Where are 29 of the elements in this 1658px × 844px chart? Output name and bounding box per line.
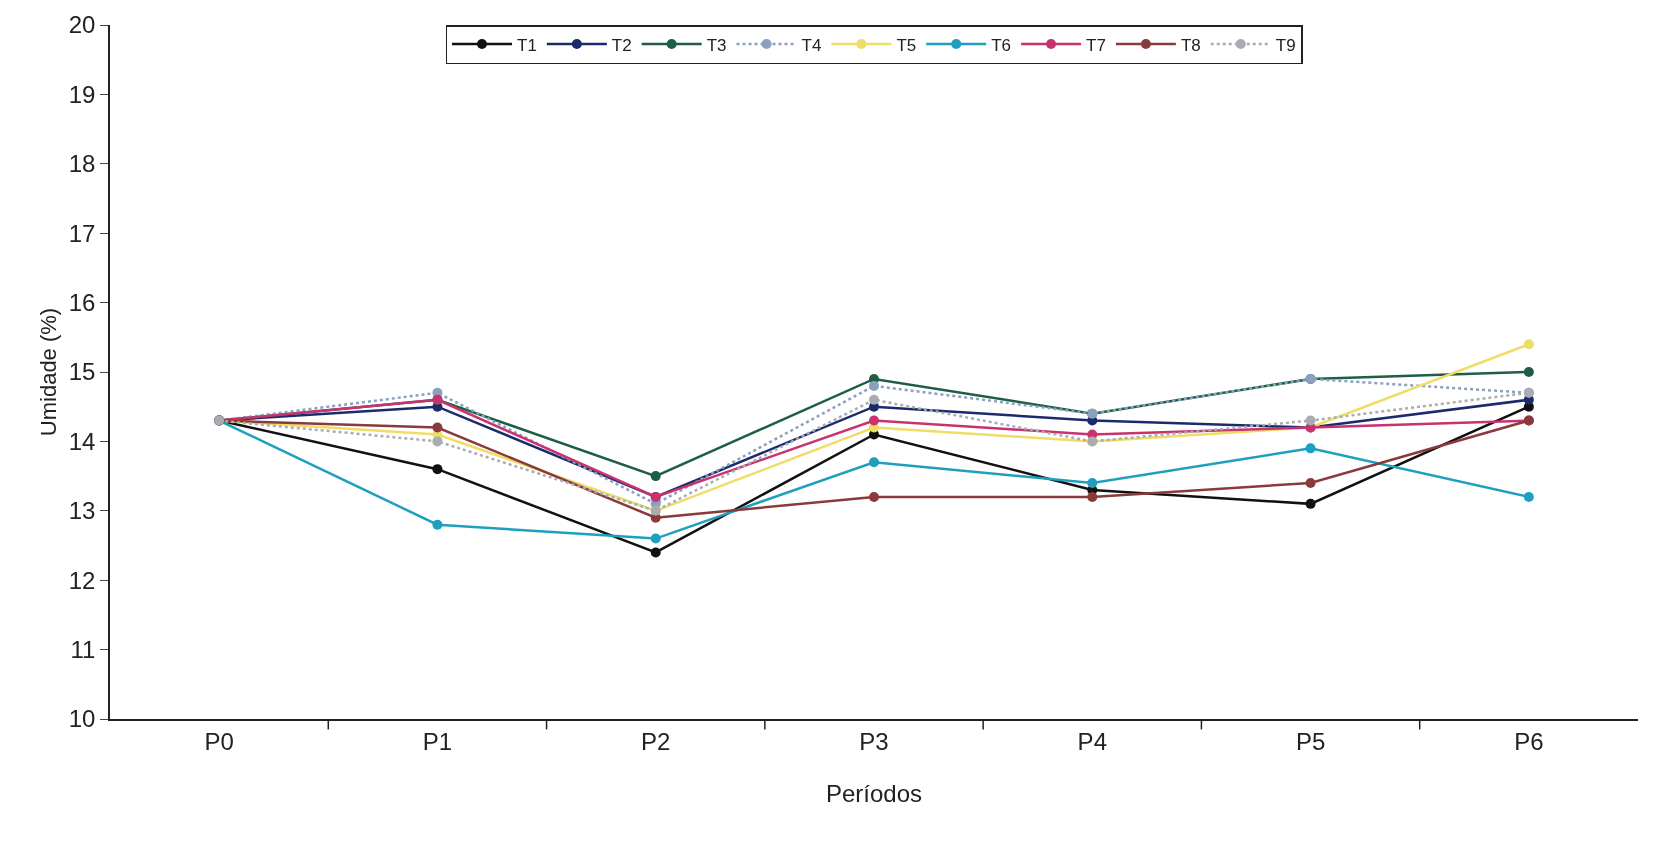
legend-label: T5 — [896, 35, 917, 55]
legend-label: T1 — [517, 35, 537, 55]
x-tick-label: P6 — [1514, 727, 1544, 755]
x-axis-title: Períodos — [825, 779, 923, 807]
legend-label: T9 — [1275, 35, 1296, 55]
y-tick-label: 16 — [68, 289, 96, 316]
x-tick-label: P0 — [204, 727, 234, 755]
legend-label: T7 — [1086, 35, 1106, 55]
y-tick-label: 12 — [68, 566, 96, 594]
y-axis-title: Umidade (%) — [35, 307, 61, 437]
y-tick-label: 18 — [68, 150, 96, 178]
x-tick-label: P1 — [422, 727, 453, 755]
x-tick-label: P4 — [1077, 727, 1107, 755]
x-tick-label: P3 — [859, 727, 889, 755]
y-tick-label: 19 — [68, 80, 96, 108]
x-tick-label: P2 — [641, 727, 671, 755]
y-tick-label: 14 — [68, 427, 96, 455]
y-tick-label: 20 — [68, 11, 96, 39]
legend-label: T4 — [801, 35, 822, 55]
legend-label: T6 — [991, 35, 1012, 55]
y-tick-label: 11 — [70, 636, 96, 663]
x-tick-label: P5 — [1295, 727, 1326, 755]
legend-label: T2 — [611, 35, 632, 55]
y-tick-label: 15 — [68, 358, 96, 386]
y-tick-label: 10 — [68, 705, 96, 733]
y-tick-label: 13 — [68, 497, 96, 525]
legend-label: T8 — [1180, 35, 1201, 55]
y-tick-label: 17 — [68, 219, 96, 247]
legend-label: T3 — [706, 35, 727, 55]
